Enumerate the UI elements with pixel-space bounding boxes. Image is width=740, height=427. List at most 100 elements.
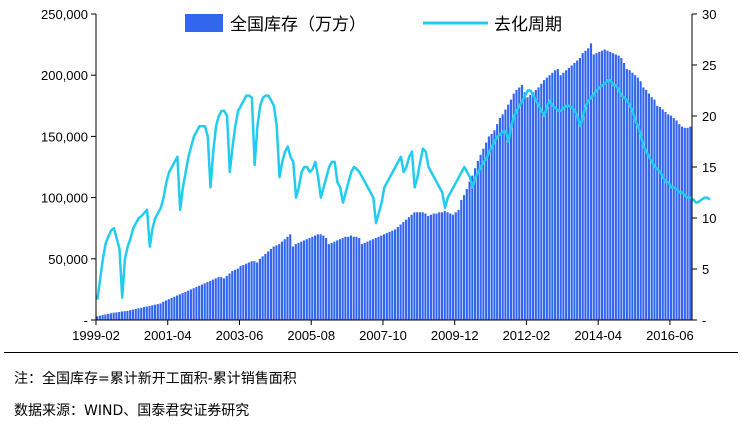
- inventory-bar: [291, 246, 295, 320]
- x-tick-label: 1999-02: [72, 328, 120, 343]
- inventory-bar: [134, 308, 137, 320]
- inventory-bar: [460, 200, 463, 320]
- inventory-bar: [454, 212, 457, 320]
- inventory-bar: [468, 181, 471, 320]
- inventory-bar: [650, 97, 653, 320]
- inventory-bar: [374, 237, 377, 320]
- inventory-bar: [664, 111, 667, 320]
- inventory-bar: [617, 55, 620, 321]
- inventory-bar: [107, 313, 110, 320]
- inventory-bar: [167, 299, 170, 320]
- inventory-bar: [686, 127, 689, 320]
- inventory-bar: [181, 293, 184, 320]
- x-tick-label: 2001-04: [144, 328, 192, 343]
- inventory-bar: [308, 237, 311, 320]
- inventory-bar: [678, 124, 681, 320]
- right-tick-label: 5: [702, 262, 709, 277]
- inventory-bar: [501, 114, 504, 321]
- inventory-bar: [366, 241, 369, 320]
- inventory-bar: [371, 239, 375, 320]
- inventory-bar: [440, 212, 444, 320]
- inventory-bar: [446, 212, 449, 320]
- inventory-bar: [620, 58, 623, 321]
- inventory-bar: [570, 65, 573, 320]
- inventory-bar: [164, 300, 168, 320]
- inventory-bar: [209, 280, 212, 320]
- inventory-bar: [498, 118, 502, 320]
- inventory-bar: [474, 168, 477, 320]
- inventory-bar: [123, 311, 126, 320]
- inventory-bar: [462, 195, 466, 320]
- x-tick-label: 2014-04: [574, 328, 622, 343]
- x-tick-label: 2005-08: [287, 328, 335, 343]
- inventory-bar: [333, 241, 336, 320]
- inventory-bar: [228, 273, 231, 320]
- chart: - 50,000 100,000 150,000 200,000 250,000 - 5 10 1…: [41, 7, 716, 343]
- inventory-bar: [548, 75, 551, 320]
- inventory-bar: [385, 233, 388, 320]
- left-tick-label: -: [84, 313, 88, 328]
- inventory-bar: [217, 277, 220, 320]
- x-tick-label: 2016-06: [646, 328, 694, 343]
- inventory-bar: [341, 237, 344, 320]
- inventory-bar: [347, 236, 350, 320]
- inventory-bar: [667, 114, 670, 321]
- legend-bar-swatch: [185, 14, 223, 32]
- inventory-bar: [272, 246, 275, 320]
- inventory-bar: [595, 53, 598, 321]
- inventory-bar: [589, 43, 593, 320]
- inventory-bar: [457, 209, 460, 320]
- inventory-bar: [576, 60, 579, 320]
- inventory-bar: [275, 245, 278, 320]
- inventory-bar: [584, 50, 587, 320]
- inventory-bar: [264, 253, 267, 320]
- inventory-bar: [162, 301, 165, 320]
- inventory-bar: [380, 235, 383, 320]
- legend-line-label: 去化周期: [494, 15, 562, 35]
- inventory-bar: [509, 99, 513, 321]
- inventory-bar: [399, 224, 402, 320]
- inventory-bar: [256, 262, 259, 320]
- inventory-bar: [153, 304, 157, 320]
- x-tick-label: 2009-12: [431, 328, 479, 343]
- inventory-bar: [280, 241, 284, 320]
- inventory-bar: [487, 136, 490, 320]
- inventory-bar: [504, 109, 507, 320]
- inventory-bar: [349, 235, 353, 320]
- inventory-bar: [465, 189, 468, 320]
- inventory-bar: [112, 312, 115, 320]
- inventory-bars: [96, 43, 692, 321]
- inventory-bar: [545, 77, 548, 321]
- inventory-bar: [184, 291, 187, 320]
- inventory-bar: [432, 213, 435, 320]
- inventory-bar: [96, 316, 99, 320]
- inventory-bar: [485, 142, 488, 320]
- inventory-bar: [344, 236, 347, 320]
- left-tick-label: 250,000: [41, 7, 88, 22]
- inventory-bar: [142, 307, 146, 320]
- inventory-bar: [658, 107, 662, 321]
- inventory-bar: [645, 89, 648, 320]
- inventory-bar: [672, 118, 675, 320]
- inventory-bar: [496, 124, 499, 320]
- inventory-bar: [214, 278, 217, 320]
- inventory-bar: [435, 213, 438, 320]
- inventory-bar: [526, 97, 529, 320]
- inventory-bar: [476, 160, 479, 320]
- right-tick-label: 15: [702, 160, 716, 175]
- inventory-bar: [382, 234, 386, 320]
- inventory-bar: [322, 235, 325, 320]
- inventory-bar: [286, 236, 289, 320]
- inventory-bar: [391, 230, 394, 320]
- inventory-bar: [609, 51, 612, 320]
- inventory-bar: [493, 130, 496, 320]
- inventory-bar: [278, 244, 281, 320]
- inventory-bar: [250, 261, 253, 320]
- inventory-bar: [363, 242, 366, 320]
- inventory-bar: [647, 93, 651, 320]
- inventory-bar: [170, 297, 173, 320]
- inventory-bar: [211, 279, 215, 320]
- inventory-bar: [330, 242, 333, 320]
- inventory-bar: [424, 213, 427, 320]
- inventory-bar: [421, 212, 424, 320]
